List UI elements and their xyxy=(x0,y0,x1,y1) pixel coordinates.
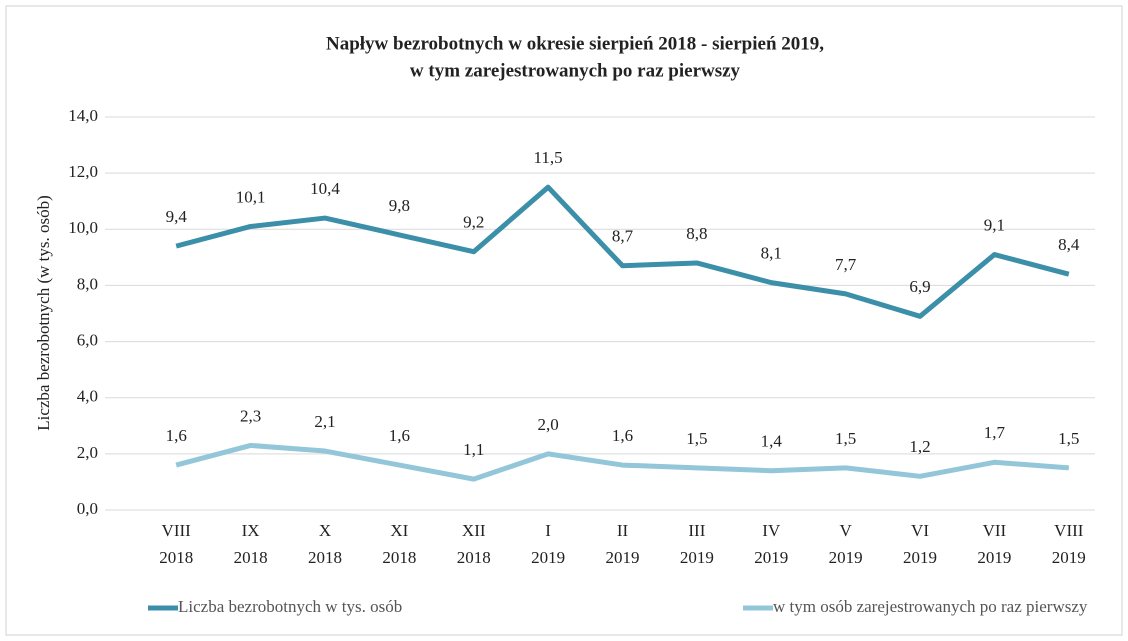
chart-border xyxy=(5,5,1123,636)
data-label: 8,4 xyxy=(1058,235,1080,254)
data-label: 8,7 xyxy=(612,227,634,246)
y-tick-label: 10,0 xyxy=(68,218,98,237)
x-tick-label: X xyxy=(319,521,331,540)
x-tick-label: XII xyxy=(462,521,486,540)
legend-label: Liczba bezrobotnych w tys. osób xyxy=(178,597,402,616)
y-tick-label: 12,0 xyxy=(68,162,98,181)
x-tick-label: 2019 xyxy=(903,548,937,567)
data-label: 11,5 xyxy=(534,148,563,167)
data-label: 2,1 xyxy=(314,412,335,431)
x-tick-label: 2018 xyxy=(382,548,416,567)
y-tick-label: 4,0 xyxy=(77,387,98,406)
data-label: 2,3 xyxy=(240,406,261,425)
x-tick-label: XI xyxy=(390,521,408,540)
x-tick-label: VII xyxy=(983,521,1007,540)
data-label: 9,2 xyxy=(463,213,484,232)
data-label: 1,6 xyxy=(166,426,187,445)
x-tick-label: III xyxy=(688,521,705,540)
data-label: 2,0 xyxy=(537,415,558,434)
y-tick-label: 8,0 xyxy=(77,274,98,293)
y-axis-label: Liczba bezrobotnych (w tys. osób) xyxy=(34,195,53,431)
data-label: 1,6 xyxy=(612,426,633,445)
data-label: 1,6 xyxy=(389,426,410,445)
data-label: 1,5 xyxy=(835,429,856,448)
y-tick-label: 6,0 xyxy=(77,330,98,349)
series-line xyxy=(175,184,1070,319)
x-tick-label: 2019 xyxy=(1052,548,1086,567)
x-tick-label: 2019 xyxy=(977,548,1011,567)
x-tick-label: I xyxy=(545,521,551,540)
chart-title: Napływ bezrobotnych w okresie sierpień 2… xyxy=(326,33,824,54)
data-label: 10,1 xyxy=(236,187,266,206)
data-label: 1,5 xyxy=(686,429,707,448)
x-tick-label: IV xyxy=(762,521,781,540)
x-tick-label: IX xyxy=(242,521,260,540)
data-label: 8,1 xyxy=(761,244,782,263)
data-label: 9,1 xyxy=(984,215,1005,234)
x-tick-label: 2019 xyxy=(829,548,863,567)
x-tick-label: 2018 xyxy=(159,548,193,567)
x-tick-label: 2018 xyxy=(234,548,268,567)
x-tick-label: VIII xyxy=(1054,521,1084,540)
y-tick-label: 0,0 xyxy=(77,499,98,518)
data-label: 6,9 xyxy=(909,277,930,296)
chart-title: w tym zarejestrowanych po raz pierwszy xyxy=(410,60,741,81)
data-label: 9,8 xyxy=(389,196,410,215)
data-label: 1,5 xyxy=(1058,429,1079,448)
data-label: 10,4 xyxy=(310,179,340,198)
y-tick-label: 2,0 xyxy=(77,443,98,462)
x-tick-label: 2018 xyxy=(457,548,491,567)
x-tick-label: II xyxy=(617,521,629,540)
data-label: 1,2 xyxy=(909,437,930,456)
data-label: 1,1 xyxy=(463,440,484,459)
data-label: 8,8 xyxy=(686,224,707,243)
series-line xyxy=(175,442,1069,482)
data-label: 9,4 xyxy=(166,207,188,226)
legend-label: w tym osób zarejestrowanych po raz pierw… xyxy=(773,597,1088,616)
x-tick-label: VIII xyxy=(162,521,192,540)
x-tick-label: 2019 xyxy=(606,548,640,567)
data-label: 7,7 xyxy=(835,255,857,274)
x-tick-label: 2019 xyxy=(754,548,788,567)
x-tick-label: V xyxy=(840,521,853,540)
x-tick-label: VI xyxy=(911,521,929,540)
x-tick-label: 2018 xyxy=(308,548,342,567)
x-tick-label: 2019 xyxy=(680,548,714,567)
data-label: 1,4 xyxy=(761,432,783,451)
y-tick-label: 14,0 xyxy=(68,106,98,125)
x-tick-label: 2019 xyxy=(531,548,565,567)
data-label: 1,7 xyxy=(984,423,1006,442)
